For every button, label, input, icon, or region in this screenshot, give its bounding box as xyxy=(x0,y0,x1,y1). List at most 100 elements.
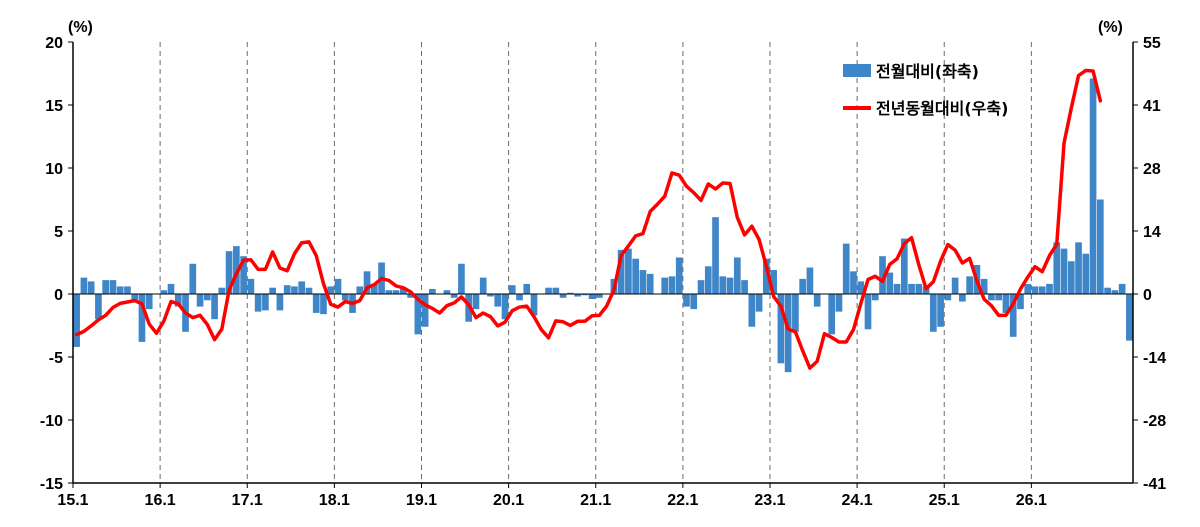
bar xyxy=(233,246,240,294)
right-tick-label: 14 xyxy=(1143,224,1161,241)
bar xyxy=(356,286,364,294)
bar xyxy=(995,294,1003,301)
bar xyxy=(218,287,226,294)
left-tick-label: 0 xyxy=(54,287,63,304)
right-tick-label: -14 xyxy=(1143,350,1166,367)
bar xyxy=(1002,294,1010,313)
bar xyxy=(160,290,168,294)
bar xyxy=(748,294,756,327)
bar xyxy=(879,256,886,294)
bar xyxy=(951,277,959,294)
bar xyxy=(421,294,429,327)
line-series xyxy=(74,68,1103,370)
bar xyxy=(254,294,262,312)
bar xyxy=(312,294,320,313)
legend-bar-swatch xyxy=(843,64,871,77)
bar xyxy=(225,251,233,294)
bar xyxy=(1046,283,1053,294)
bar xyxy=(850,271,857,294)
bar xyxy=(937,294,944,327)
legend: 전월대비(좌축) 전년동월대비(우축) xyxy=(843,62,1008,118)
bar xyxy=(1096,199,1104,294)
bar xyxy=(145,294,153,310)
bar xyxy=(726,277,734,294)
bar xyxy=(116,286,124,294)
bar xyxy=(763,258,770,294)
bar xyxy=(719,276,727,294)
bar xyxy=(625,248,632,294)
bar xyxy=(588,294,596,300)
bar xyxy=(472,294,480,310)
bar xyxy=(450,294,458,298)
bar xyxy=(1104,287,1111,294)
bar xyxy=(581,294,589,296)
x-tick-label: 21.1 xyxy=(580,492,611,509)
bar xyxy=(813,294,821,307)
bar xyxy=(574,294,581,297)
bar xyxy=(930,294,937,332)
bar xyxy=(291,286,298,294)
bar xyxy=(1024,283,1032,294)
bar xyxy=(124,286,131,294)
bar xyxy=(414,294,422,335)
bar xyxy=(1038,286,1046,294)
left-tick-label: 10 xyxy=(45,161,63,178)
bar xyxy=(167,283,175,294)
bar xyxy=(429,288,436,294)
tick-labels: 20 15 10 5 0 -5 -10 -15 55 41 28 14 0 -14 -28 -41 15.1 16… xyxy=(40,35,1166,509)
x-tick-label: 23.1 xyxy=(754,492,785,509)
bar xyxy=(871,294,879,301)
bar xyxy=(835,294,843,312)
bar xyxy=(189,263,197,294)
bar xyxy=(806,267,814,294)
x-tick-label: 24.1 xyxy=(842,492,873,509)
left-tick-label: -5 xyxy=(49,350,63,367)
bar xyxy=(632,258,640,294)
bar xyxy=(944,294,952,301)
bar xyxy=(668,276,676,294)
bar xyxy=(508,285,516,294)
left-tick-label: 5 xyxy=(54,224,63,241)
bar xyxy=(196,294,204,307)
bar xyxy=(784,294,792,373)
bar xyxy=(400,288,407,294)
bar xyxy=(174,294,182,307)
bar xyxy=(1126,294,1133,341)
bar xyxy=(1031,286,1039,294)
bar xyxy=(900,238,908,294)
bar xyxy=(327,286,335,294)
bar xyxy=(617,249,625,294)
bar xyxy=(697,280,705,294)
right-axis-unit: (%) xyxy=(1098,19,1123,36)
gridlines xyxy=(159,42,1032,483)
x-tick-label: 26.1 xyxy=(1016,492,1047,509)
x-tick-label: 17.1 xyxy=(232,492,263,509)
bar xyxy=(262,294,269,311)
bar xyxy=(1067,261,1075,294)
x-tick-label: 20.1 xyxy=(493,492,524,509)
x-tick-label: 18.1 xyxy=(319,492,350,509)
x-tick-label: 25.1 xyxy=(929,492,960,509)
right-tick-label: 41 xyxy=(1143,98,1161,115)
bar xyxy=(661,277,669,294)
bar xyxy=(1060,248,1068,294)
bar xyxy=(675,257,683,294)
bar xyxy=(959,294,966,302)
legend-bar-label: 전월대비(좌축) xyxy=(876,62,979,81)
x-tick-label: 19.1 xyxy=(406,492,437,509)
right-tick-label: -28 xyxy=(1143,413,1166,430)
bar xyxy=(523,283,531,294)
x-tick-label: 16.1 xyxy=(145,492,176,509)
left-tick-label: 15 xyxy=(45,98,63,115)
bar xyxy=(87,281,95,294)
bar xyxy=(842,243,850,294)
bar xyxy=(683,294,690,307)
bar xyxy=(1009,294,1017,337)
bar xyxy=(102,280,110,294)
bar xyxy=(908,283,915,294)
right-tick-label: 0 xyxy=(1143,287,1152,304)
bar xyxy=(864,294,872,330)
bar xyxy=(1111,290,1119,294)
bar xyxy=(458,263,465,294)
